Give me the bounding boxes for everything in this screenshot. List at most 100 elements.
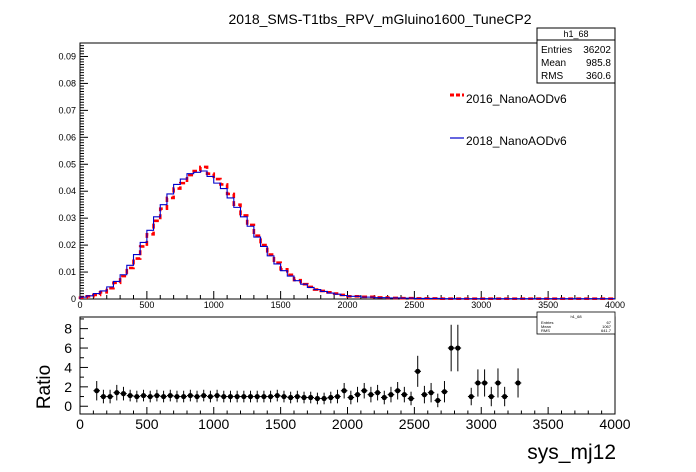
ratio-x-tick-label: 0 [76,416,84,432]
ratio-point [160,393,167,400]
ratio-point [502,393,508,400]
ratio-point [408,395,414,402]
ratio-points [93,324,522,408]
ratio-point [488,393,494,400]
top-x-tick-label: 1500 [271,300,291,310]
ratio-stats-rms-value: 641.7 [601,328,612,333]
ratio-point [107,393,113,400]
top-x-tick-label: 2500 [404,300,424,310]
ratio-point [194,393,200,400]
ratio-point [234,393,240,400]
top-y-tick-label: 0.03 [58,213,76,223]
ratio-point [94,388,100,394]
top-y-tick-label: 0.02 [58,240,76,250]
top-y-tick-label: 0.04 [58,186,76,196]
top-x-tick-label: 1000 [204,300,224,310]
top-x-tick-label: 3000 [471,300,491,310]
ratio-point [401,392,407,398]
top-plot-frame [79,42,616,300]
ratio-point [181,393,187,400]
ratio-point [328,394,334,401]
stats-mean-label: Mean [541,58,566,69]
ratio-point [114,390,120,396]
top-y-tick-label: 0.05 [58,159,76,169]
ratio-point [267,393,274,400]
top-y-tick-label: 0.06 [58,132,76,142]
top-y-axis: 0 0.01 0.02 0.03 0.04 0.05 0.06 0.07 0.08 0.09 [58,42,88,304]
ratio-stats-box: h1_68 Entries 67 Mean 1067 RMS 641.7 [536,311,616,335]
ratio-point [227,393,234,400]
stats-mean-value: 985.8 [586,58,611,69]
ratio-x-tick-label: 4000 [599,416,630,432]
ratio-y-axis: 0 2 4 6 8 [64,318,88,414]
ratio-point [254,393,260,400]
stats-rms-value: 360.6 [586,71,611,82]
ratio-point [361,388,367,394]
ratio-point [301,394,307,401]
legend: 2016_NanoAODv6 2018_NanoAODv6 [450,92,567,148]
ratio-stats-name: h1_68 [570,314,582,319]
top-x-tick-label: 4000 [605,300,625,310]
ratio-point [388,392,394,398]
ratio-y-tick-label: 4 [64,359,72,375]
ratio-point [288,394,294,401]
ratio-point [381,394,387,401]
ratio-point [395,388,401,394]
ratio-y-tick-label: 6 [64,340,72,356]
ratio-point [421,392,428,398]
top-histograms [78,165,615,301]
ratio-point [127,392,133,399]
top-x-tick-label: 2000 [337,300,357,310]
ratio-y-tick-label: 2 [64,379,72,395]
ratio-point [468,393,474,400]
top-x-tick-label: 3500 [538,300,558,310]
ratio-x-tick-label: 2000 [332,416,363,432]
ratio-point [368,392,374,398]
ratio-point [187,392,193,399]
ratio-point [100,393,107,400]
chart-title: 2018_SMS-T1tbs_RPV_mGluino1600_TuneCP2 [229,11,532,27]
stats-rms-label: RMS [541,71,564,82]
legend-label-2016: 2016_NanoAODv6 [466,92,567,106]
ratio-stats-entries-value: 67 [607,320,612,325]
ratio-point [455,345,461,351]
top-y-tick-label: 0.01 [58,267,76,277]
ratio-point [134,393,140,400]
ratio-point [495,380,501,386]
ratio-point [147,393,153,400]
ratio-point [241,393,247,400]
ratio-y-tick-label: 0 [64,398,72,414]
ratio-x-tick-label: 1000 [198,416,229,432]
stats-box: h1_68 Entries 36202 Mean 985.8 RMS 360.6 [536,27,616,84]
ratio-point [120,391,127,397]
ratio-point [201,392,207,399]
histogram-2016_NanoAODv6 [78,165,615,301]
top-x-tick-label: 0 [77,300,82,310]
ratio-point [294,393,300,400]
ratio-point [174,393,180,400]
ratio-x-tick-label: 1500 [265,416,296,432]
ratio-y-axis-title: Ratio [34,365,55,409]
ratio-point [428,390,434,396]
stats-box-frame [536,27,616,84]
ratio-x-axis: 0 500 1000 1500 2000 2500 3000 3500 4000 [76,407,631,432]
top-y-tick-label: 0.07 [58,105,76,115]
top-y-tick-label: 0.09 [58,51,76,61]
ratio-point [354,392,361,398]
ratio-point [475,380,481,386]
ratio-point [314,395,321,402]
ratio-point [415,368,421,374]
legend-label-2018: 2018_NanoAODv6 [466,134,567,148]
ratio-point [448,345,454,351]
stats-entries-label: Entries [541,45,572,56]
ratio-point [167,392,173,399]
ratio-point [140,392,147,399]
x-axis-title: sys_mj12 [527,441,616,464]
ratio-point [214,392,220,399]
ratio-point [308,394,314,401]
ratio-point [435,397,441,404]
stats-entries-value: 36202 [583,45,611,56]
ratio-stats-rms-label: RMS [541,328,550,333]
